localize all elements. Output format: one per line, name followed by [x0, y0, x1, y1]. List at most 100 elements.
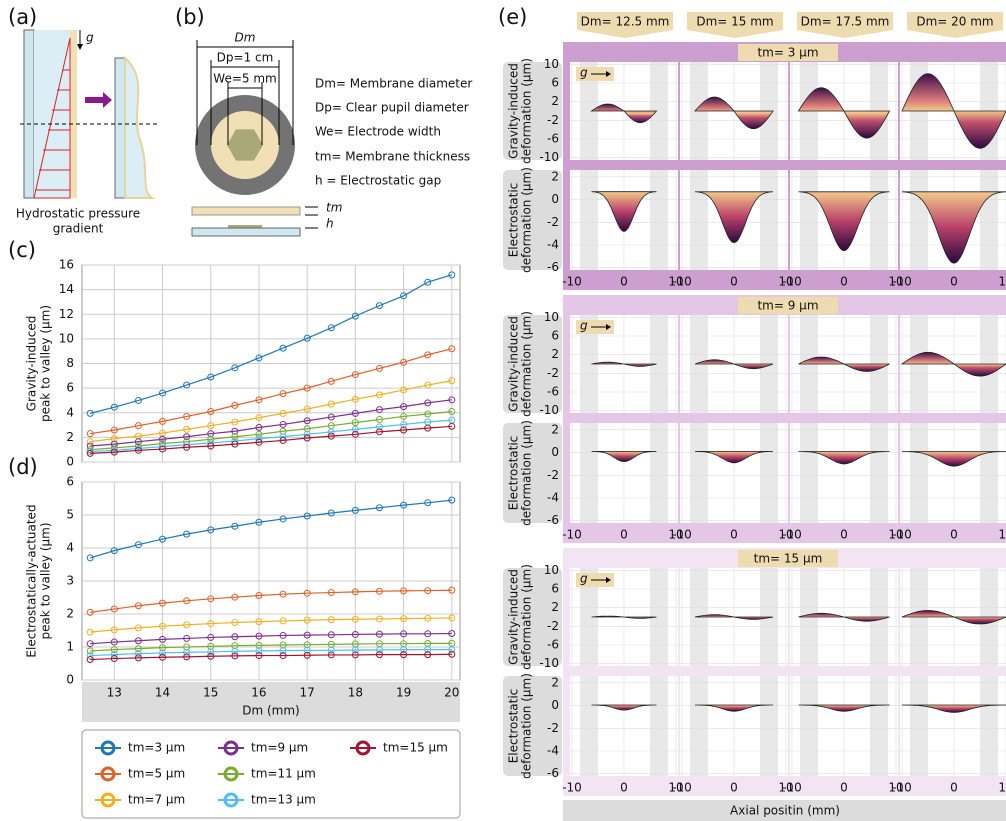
point	[183, 634, 191, 642]
x-tick-label: 0	[730, 275, 738, 289]
y-tick-label: 2	[551, 422, 559, 436]
point	[351, 506, 359, 514]
point	[110, 638, 118, 646]
shade	[760, 170, 778, 270]
point	[351, 588, 359, 596]
electrostatic-surface	[798, 191, 890, 252]
point	[327, 400, 335, 408]
point	[134, 396, 142, 404]
gravity-surface	[590, 103, 658, 124]
series-line	[90, 499, 452, 559]
point	[375, 302, 383, 310]
point	[327, 651, 335, 659]
y-tick-label: 8	[66, 356, 74, 370]
point	[448, 496, 456, 504]
point	[303, 646, 311, 654]
column-label: Dm= 15 mm	[696, 15, 773, 29]
point	[255, 647, 263, 655]
legend-marker	[223, 766, 239, 782]
point	[400, 358, 408, 366]
transition-arrow	[85, 92, 112, 108]
column-label: Dm= 12.5 mm	[581, 15, 670, 29]
x-tick-label: 10	[778, 275, 793, 289]
shade	[650, 676, 668, 776]
caption: gradient	[53, 222, 104, 236]
x-tick-label: 19	[396, 686, 411, 700]
x-tick-label: 10	[888, 528, 903, 542]
x-tick-label: 20	[444, 686, 459, 700]
shade	[760, 676, 778, 776]
point	[303, 589, 311, 597]
definition: We= Electrode width	[315, 125, 441, 139]
series-line	[90, 274, 452, 414]
shade	[690, 170, 708, 270]
series-line	[90, 419, 452, 453]
point	[375, 428, 383, 436]
point	[183, 381, 191, 389]
shade	[980, 423, 998, 523]
point	[400, 630, 408, 638]
electrostatic-surface	[902, 451, 1006, 467]
g-label: g	[580, 319, 588, 333]
point	[375, 423, 383, 431]
substrate-side	[191, 227, 301, 237]
y-tick-label: -6	[547, 766, 559, 780]
shade	[580, 676, 598, 776]
point	[183, 621, 191, 629]
point	[86, 554, 94, 562]
y-tick-label: 2	[66, 430, 74, 444]
point	[159, 435, 167, 443]
y-tick-label: 16	[59, 258, 74, 272]
x-tick-label: -10	[562, 528, 582, 542]
x-tick-label: 10	[668, 781, 683, 795]
x-tick-label: 10	[778, 528, 793, 542]
x-tick-label: 10	[888, 781, 903, 795]
legend-label: tm=11 μm	[251, 767, 316, 781]
g-label: g	[580, 66, 588, 80]
point	[134, 438, 142, 446]
point	[207, 620, 215, 628]
plate	[23, 29, 35, 199]
point	[255, 518, 263, 526]
point	[351, 630, 359, 638]
y-axis-label: Gravity-induced	[507, 316, 521, 412]
y-axis-label: Electrostatically-actuated	[25, 504, 39, 657]
dimension-lines	[196, 40, 294, 145]
x-tick-label: 0	[950, 781, 958, 795]
point	[255, 435, 263, 443]
point	[279, 652, 287, 660]
point	[375, 406, 383, 414]
point	[351, 371, 359, 379]
point	[207, 526, 215, 534]
x-tick-label: 10	[778, 781, 793, 795]
caption: Hydrostatic pressure	[16, 207, 140, 221]
gravity-surface	[591, 361, 657, 367]
point	[400, 501, 408, 509]
y-axis-label: Electrostatic	[507, 436, 521, 511]
point	[110, 446, 118, 454]
y-label-box	[503, 62, 562, 160]
point	[231, 418, 239, 426]
y-tick-label: -6	[547, 513, 559, 527]
point	[110, 626, 118, 634]
point	[448, 408, 456, 416]
point	[448, 271, 456, 279]
point	[183, 412, 191, 420]
point	[424, 278, 432, 286]
point	[351, 395, 359, 403]
point	[86, 656, 94, 664]
point	[231, 633, 239, 641]
shade	[580, 62, 598, 160]
gravity-surface	[798, 612, 890, 622]
point	[86, 640, 94, 648]
point	[86, 446, 94, 454]
point	[183, 443, 191, 451]
point	[279, 436, 287, 444]
membrane	[70, 30, 77, 198]
y-label-box	[503, 676, 562, 776]
point	[400, 615, 408, 623]
x-tick-label: -10	[672, 275, 692, 289]
point	[231, 593, 239, 601]
point	[86, 628, 94, 636]
g-arrow-head	[606, 71, 611, 77]
